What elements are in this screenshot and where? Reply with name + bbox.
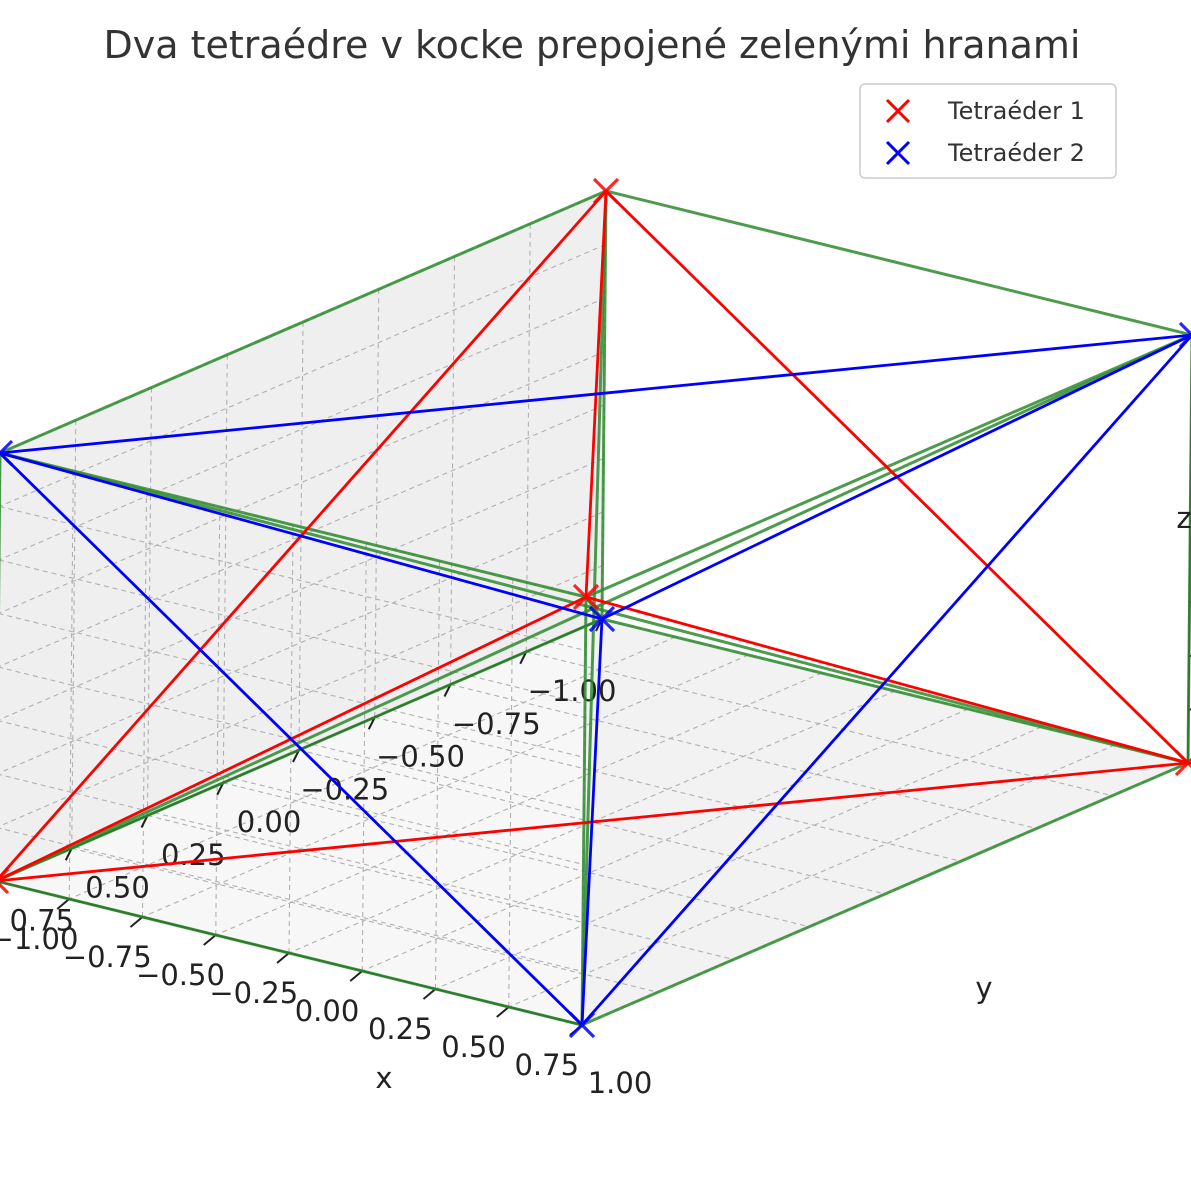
y-tick-label: 0.00 [295,994,360,1028]
x-tick-label: 0.75 [9,903,74,937]
grid-line [215,672,822,936]
x-tick-label: −0.75 [452,707,541,741]
green-edge [0,617,603,881]
green-edge [0,880,583,1027]
marker-stroke [0,882,10,895]
tetra-2-edge [0,451,603,621]
marker-stroke [568,1011,596,1039]
y-tick-label: −1.00 [0,922,78,956]
tetra-1-vertex-marker [592,177,620,205]
grid-line [0,350,605,614]
x-tick-label: 0.00 [237,805,302,839]
marker-stroke [592,177,620,205]
grid-line [69,636,676,900]
x-tick-label: 0.25 [161,838,226,872]
grid-line [288,690,896,954]
y-tick-label: −0.25 [209,976,298,1010]
y-tick-mark [276,952,290,964]
tetra-2-vertex-marker [1178,321,1191,349]
y-tick-label: −0.50 [136,958,225,992]
grid-line [223,782,810,928]
chart-title: Dva tetraédre v kocke prepojené zelenými… [104,23,1081,67]
grid-line [0,774,584,919]
x-tick-label: −1.00 [528,674,617,708]
y-tick-label: 0.25 [368,1012,433,1046]
tetra-2-edge [580,334,1191,1026]
grid-line [0,404,605,667]
legend: Tetraéder 1 Tetraéder 2 [859,83,1117,179]
tetra-2-edge [0,452,583,1026]
marker-stroke [588,605,616,633]
green-edge [0,333,1191,881]
tetra-1-vertex-marker [572,583,600,611]
marker-stroke [0,450,14,467]
y-tick-mark [422,988,437,1000]
grid-line [0,613,585,759]
grid-line [0,457,604,721]
green-edge [0,189,607,455]
green-edges [0,189,1191,1027]
grid-line [0,720,584,866]
grid-line [362,708,969,972]
marker-stroke [1178,333,1191,349]
y-tick-mark [349,970,363,982]
y-tick-mark [56,898,70,910]
grid-line [435,726,1042,990]
legend-marker-tetra-2-icon [885,140,911,166]
tetrahedron-edges [0,190,1191,1026]
y-axis-label: y [975,971,992,1005]
grid-line [0,511,604,774]
green-edge [585,333,1191,599]
y-tick-mark [496,1006,510,1018]
y-tick-mark [129,916,144,928]
green-edge [605,189,1191,337]
x-tick-label: −0.50 [376,740,465,774]
marker-stroke [1174,757,1191,777]
legend-box [859,83,1117,179]
grid-line [0,827,583,973]
marker-stroke [0,867,10,880]
y-tick-label: 1.00 [588,1066,653,1100]
x-tick-label: −0.25 [300,772,389,806]
marker-stroke [572,583,600,611]
tetra-1-vertex-marker [0,867,10,895]
grid-line [0,506,586,652]
vertex-markers [0,177,1191,1039]
grid-line [142,654,749,918]
grid-line [0,243,606,507]
x-axis-label: x [375,1061,392,1095]
green-edge [581,761,1189,1027]
green-edge [1186,334,1191,764]
legend-label-tetra-1: Tetraéder 1 [947,97,1085,125]
tetra-2-edge [601,333,1191,621]
y-tick-label: 0.75 [514,1048,579,1082]
legend-marker-tetra-1-icon [885,98,911,124]
y-tick-mark [203,934,217,946]
tetra-2-vertex-marker [0,439,14,467]
z-axis-label: z [1176,501,1191,535]
grid-line [0,297,606,561]
x-tick-label: 0.50 [85,871,150,905]
grid-line [0,564,603,827]
tetra-2-vertex-marker [568,1011,596,1039]
tetra-1-vertex-marker [1174,749,1191,777]
y-tick-label: −0.75 [63,940,152,974]
marker-stroke [1178,321,1191,337]
grid-line [508,744,1115,1008]
y-tick-label: 0.50 [441,1030,506,1064]
marker-stroke [0,439,14,456]
legend-label-tetra-2: Tetraéder 2 [947,139,1085,167]
grid-line [0,559,586,705]
tetra-2-edge [0,333,1191,455]
tetra-2-edge [580,618,604,1026]
grid-line [71,847,658,993]
tetra-2-vertex-marker [588,605,616,633]
